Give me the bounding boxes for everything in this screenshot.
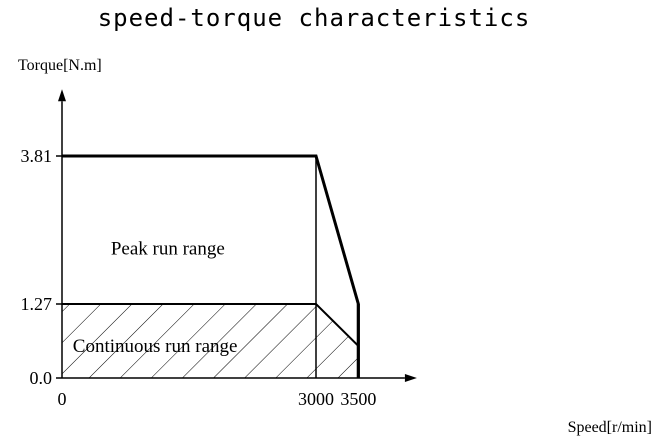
x-tick-label: 0 xyxy=(58,389,67,409)
y-tick-label: 1.27 xyxy=(21,294,53,314)
y-axis-arrow xyxy=(58,89,66,102)
y-axis-label: Torque[N.m] xyxy=(18,57,102,74)
chart-title: speed-torque characteristics xyxy=(98,4,531,32)
continuous-run-range-label: Continuous run range xyxy=(73,336,238,357)
x-axis-label: Speed[r/min] xyxy=(568,419,652,436)
x-tick-label: 3500 xyxy=(340,389,376,409)
x-axis-arrow xyxy=(404,374,417,382)
y-tick-label: 3.81 xyxy=(21,146,53,166)
continuous-run-region xyxy=(62,304,359,378)
peak-run-range-label: Peak run range xyxy=(111,238,225,259)
x-tick-label: 3000 xyxy=(298,389,334,409)
y-tick-label: 0.0 xyxy=(30,368,53,388)
